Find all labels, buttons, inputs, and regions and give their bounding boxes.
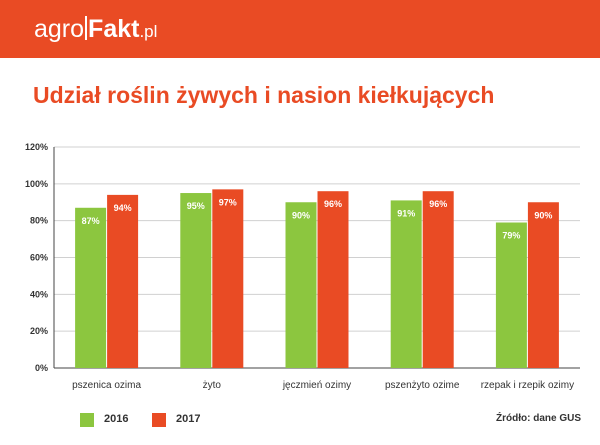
bar-2017: [527, 202, 559, 368]
bar-data-label: 79%: [502, 231, 520, 241]
logo-separator: [85, 16, 88, 40]
legend-label-2017: 2017: [176, 413, 201, 425]
bar-data-label: 90%: [534, 210, 552, 220]
bar-2017: [212, 189, 244, 368]
bar-data-label: 96%: [324, 199, 342, 209]
header-bar: agro Fakt.pl: [0, 0, 600, 58]
bar-2016: [285, 202, 317, 368]
x-tick-label: pszenżyto ozime: [385, 380, 460, 391]
legend-swatch-2016: [80, 413, 94, 427]
y-tick-label: 60%: [30, 253, 48, 263]
source-note: Źródło: dane GUS: [496, 413, 581, 424]
x-tick-label: jęczmień ozimy: [282, 380, 351, 391]
brand-logo[interactable]: agro Fakt.pl: [34, 14, 157, 47]
logo-pl: .pl: [139, 22, 158, 41]
bar-2017: [107, 194, 139, 368]
bar-2016: [180, 193, 212, 368]
bar-2017: [317, 191, 349, 368]
bar-2017: [422, 191, 454, 368]
bar-data-label: 94%: [114, 203, 132, 213]
y-tick-label: 20%: [30, 326, 48, 336]
bar-data-label: 95%: [187, 201, 205, 211]
bar-data-label: 90%: [292, 210, 310, 220]
x-tick-label: pszenica ozima: [72, 380, 141, 391]
y-tick-label: 100%: [25, 179, 48, 189]
y-tick-label: 0%: [35, 363, 48, 373]
bar-2016: [495, 222, 527, 368]
legend-swatch-2017: [152, 413, 166, 427]
y-tick-label: 80%: [30, 216, 48, 226]
x-tick-label: żyto: [203, 380, 222, 391]
bar-data-label: 97%: [219, 197, 237, 207]
bar-data-label: 91%: [397, 208, 415, 218]
bar-2016: [75, 207, 107, 368]
legend-label-2016: 2016: [104, 413, 129, 425]
y-tick-label: 40%: [30, 289, 48, 299]
bar-data-label: 96%: [429, 199, 447, 209]
x-tick-label: rzepak i rzepik ozimy: [481, 380, 574, 391]
chart-title: Udział roślin żywych i nasion kiełkujący…: [33, 82, 495, 108]
bar-2016: [390, 200, 422, 368]
bar-data-label: 87%: [82, 216, 100, 226]
y-tick-label: 120%: [25, 142, 48, 152]
logo-agro: agro: [34, 15, 85, 43]
logo-fakt: Fakt: [88, 15, 140, 43]
